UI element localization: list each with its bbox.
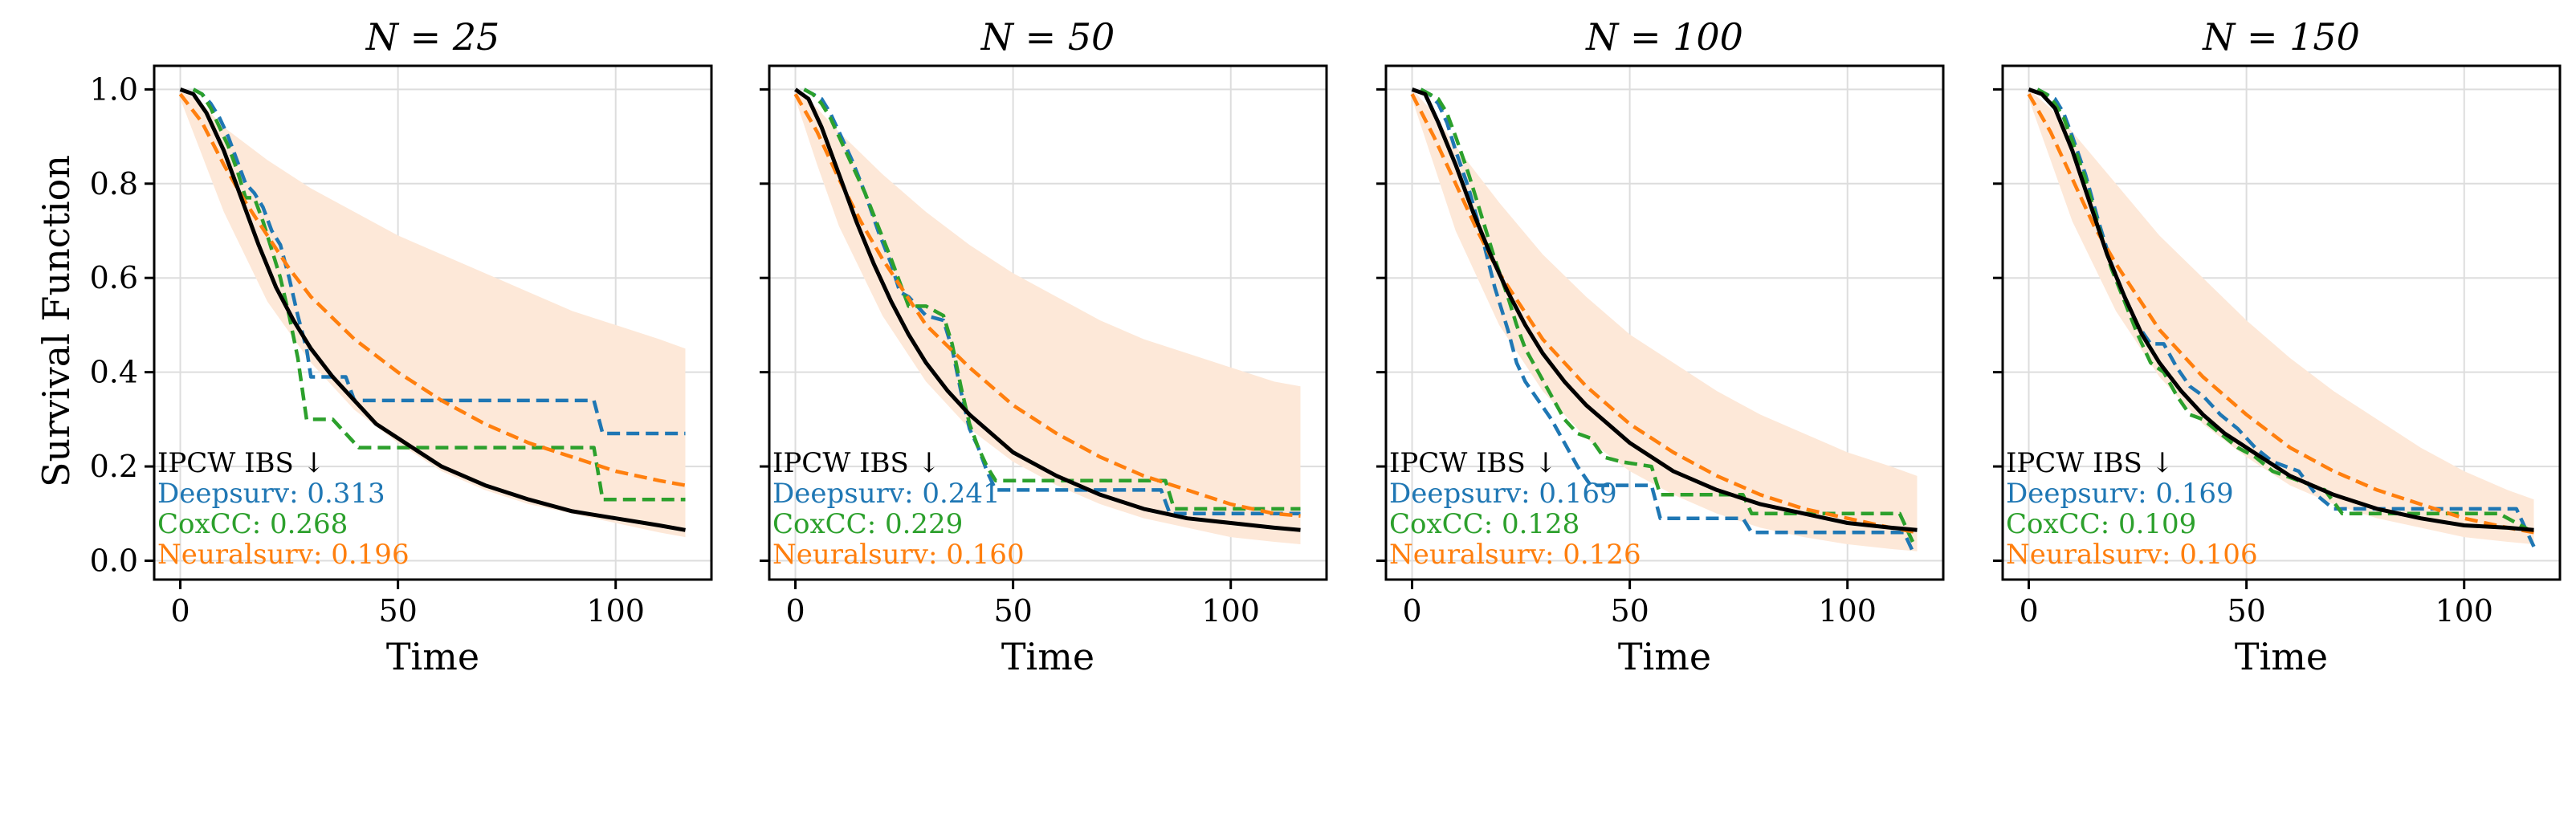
true-survival-curve: [2028, 87, 2534, 532]
y-tick-label: 1.0: [90, 71, 138, 107]
neuralsurv-credible-band: [180, 89, 686, 538]
neuralsurv-credible-band: [795, 89, 1301, 544]
neuralsurv-ibs-label: Neuralsurv: 0.196: [157, 539, 410, 571]
y-tick-label: 0.2: [90, 449, 138, 484]
y-axis-label: Survival Function: [35, 155, 78, 487]
x-tick-label: 100: [1201, 593, 1260, 629]
x-tick-label: 0: [785, 593, 805, 629]
deepsurv-ibs-label: Deepsurv: 0.313: [157, 478, 385, 510]
y-tick-label: 0.0: [90, 543, 138, 579]
true-survival-curve: [1411, 87, 1918, 532]
x-tick-label: 0: [1402, 593, 1421, 629]
neuralsurv-credible-band: [2028, 89, 2534, 544]
y-tick-label: 0.8: [90, 166, 138, 201]
neuralsurv-credible-band: [1412, 89, 1918, 551]
x-axis-label: Time: [1001, 635, 1094, 678]
deepsurv-ibs-label: Deepsurv: 0.169: [1389, 478, 1617, 510]
coxcc-ibs-label: CoxCC: 0.268: [157, 508, 348, 540]
x-axis-label: Time: [2235, 635, 2328, 678]
x-tick-label: 100: [1818, 593, 1877, 629]
panel-3: 0 50 100 N = 100 Time IPCW IBS ↓Deepsurv: 0.1…: [1376, 15, 1945, 678]
panel-title: N = 100: [1585, 15, 1743, 59]
metric-header: IPCW IBS ↓: [1389, 447, 1557, 479]
y-tick-label: 0.4: [90, 355, 138, 390]
neuralsurv-ibs-label: Neuralsurv: 0.126: [1389, 539, 1641, 571]
deepsurv-ibs-label: Deepsurv: 0.169: [2006, 478, 2234, 510]
x-tick-label: 100: [586, 593, 645, 629]
panel-title: N = 50: [980, 15, 1115, 59]
deepsurv-curve: [1420, 87, 1915, 552]
x-axis-label: Time: [1618, 635, 1711, 678]
coxcc-ibs-label: CoxCC: 0.128: [1389, 508, 1579, 540]
true-survival-curve: [179, 87, 686, 532]
axes-frame: [153, 64, 713, 581]
coxcc-ibs-label: CoxCC: 0.109: [2006, 508, 2196, 540]
x-tick-label: 0: [170, 593, 190, 629]
x-axis-label: Time: [386, 635, 479, 678]
panel-4: 0 50 100 N = 150 Time IPCW IBS ↓Deepsurv: 0.1…: [1993, 15, 2562, 678]
axes-frame: [1384, 64, 1945, 581]
metric-header: IPCW IBS ↓: [157, 447, 325, 479]
deepsurv-ibs-label: Deepsurv: 0.241: [772, 478, 1001, 510]
coxcc-curve: [803, 87, 1301, 511]
axes-frame: [2001, 64, 2562, 581]
axes-frame: [768, 64, 1328, 581]
metric-header: IPCW IBS ↓: [772, 447, 940, 479]
x-tick-label: 50: [1610, 593, 1649, 629]
x-tick-label: 50: [2227, 593, 2265, 629]
x-tick-label: 100: [2435, 593, 2493, 629]
x-tick-label: 50: [993, 593, 1032, 629]
neuralsurv-curve: [2027, 93, 2534, 535]
neuralsurv-ibs-label: Neuralsurv: 0.106: [2006, 539, 2258, 571]
x-tick-label: 50: [378, 593, 417, 629]
panel-2: 0 50 100 N = 50 Time IPCW IBS ↓Deepsurv: 0.24…: [760, 15, 1328, 678]
coxcc-curve: [192, 87, 686, 502]
neuralsurv-curve: [1410, 93, 1918, 535]
panel-title: N = 150: [2202, 15, 2360, 59]
metric-header: IPCW IBS ↓: [2006, 447, 2174, 479]
coxcc-ibs-label: CoxCC: 0.229: [772, 508, 963, 540]
panel-1: 0 50 100 0.0 0.2 0.4 0.6 0.8 1.0 N = 25 Time IPCW I…: [90, 15, 713, 678]
panel-title: N = 25: [365, 15, 500, 59]
neuralsurv-ibs-label: Neuralsurv: 0.160: [772, 539, 1025, 571]
y-tick-label: 0.6: [90, 260, 138, 295]
x-tick-label: 0: [2019, 593, 2038, 629]
true-survival-curve: [794, 87, 1301, 532]
